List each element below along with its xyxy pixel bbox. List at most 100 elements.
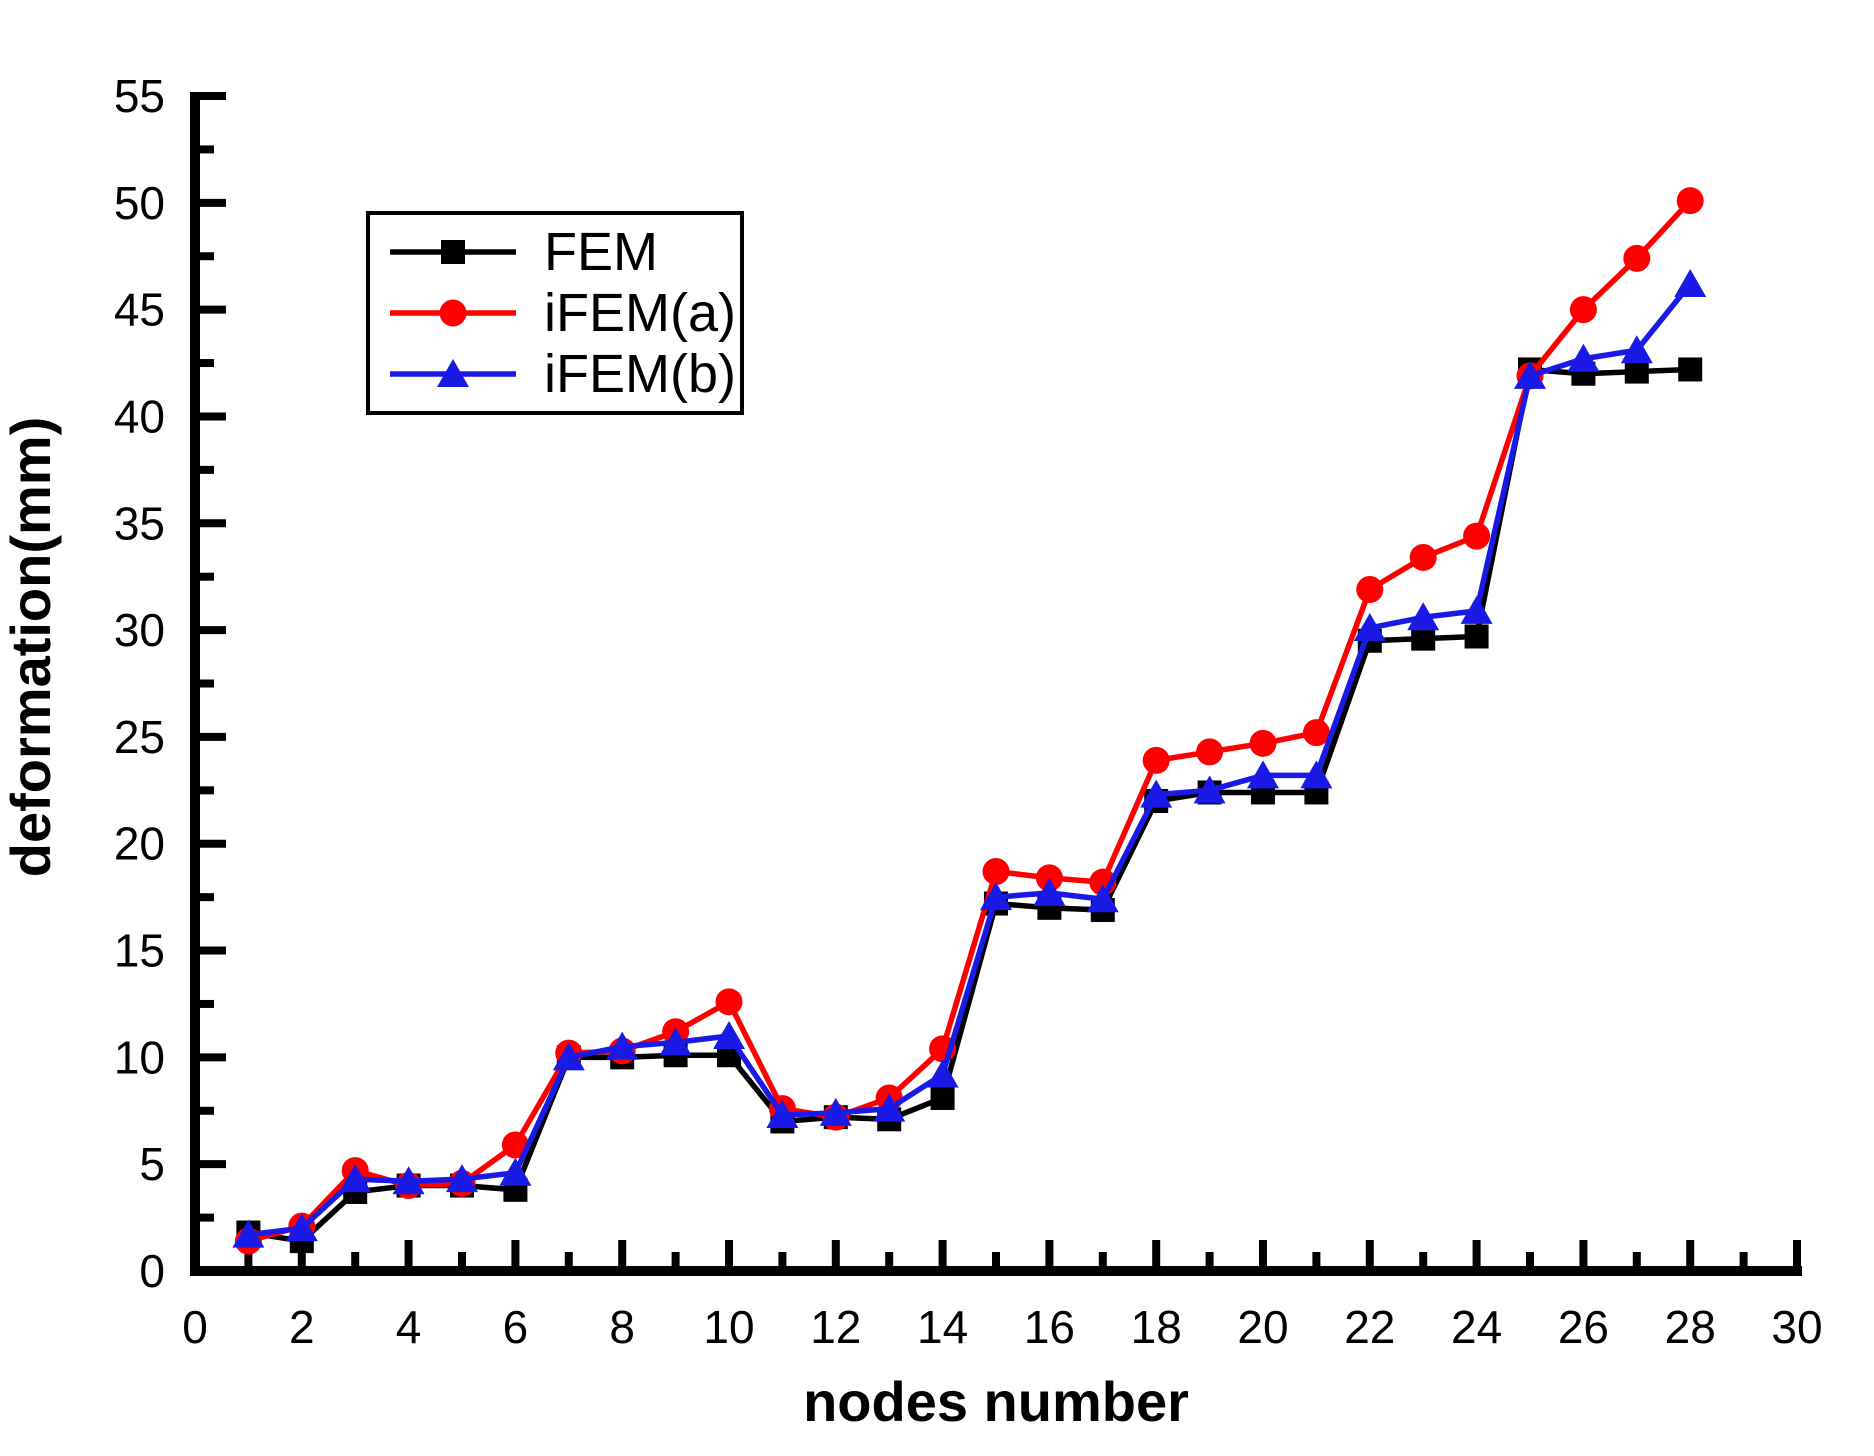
x-tick-label: 22 bbox=[1344, 1301, 1395, 1353]
series-ifem-b-marker bbox=[926, 1059, 959, 1088]
series-fem-marker bbox=[1624, 359, 1649, 384]
series-ifem-b-marker bbox=[713, 1021, 745, 1049]
series-ifem-b-marker bbox=[1460, 595, 1493, 624]
x-tick-label: 30 bbox=[1771, 1301, 1822, 1353]
y-tick-label: 10 bbox=[114, 1031, 165, 1083]
series-fem-marker bbox=[1464, 624, 1489, 649]
x-tick-label: 6 bbox=[503, 1301, 529, 1353]
series-ifem-b-marker bbox=[606, 1031, 639, 1060]
series-ifem-b-marker bbox=[1300, 760, 1333, 789]
series-ifem-b-marker bbox=[873, 1093, 906, 1122]
series-fem-marker bbox=[930, 1085, 955, 1110]
series-ifem-a-marker bbox=[1623, 244, 1651, 272]
series-ifem-a-marker bbox=[1302, 719, 1330, 747]
series-ifem-a-marker bbox=[1463, 522, 1491, 550]
series-fem bbox=[236, 357, 1703, 1254]
y-tick-label: 5 bbox=[139, 1138, 165, 1190]
axes bbox=[190, 92, 1802, 1276]
legend-box: FEM iFEM(a) iFEM(b) bbox=[366, 211, 744, 415]
ifem-a-line-marker-icon bbox=[390, 299, 516, 327]
x-tick-label: 20 bbox=[1237, 1301, 1288, 1353]
x-tick-label: 28 bbox=[1665, 1301, 1716, 1353]
series-ifem-a-marker bbox=[1409, 543, 1437, 571]
x-tick-label: 24 bbox=[1451, 1301, 1502, 1353]
y-tick-label: 30 bbox=[114, 604, 165, 656]
x-tick-label: 4 bbox=[396, 1301, 422, 1353]
series-ifem-b-marker bbox=[1033, 877, 1066, 906]
x-tick-label: 26 bbox=[1558, 1301, 1609, 1353]
series-ifem-a-marker bbox=[1249, 729, 1277, 757]
series-ifem-b-marker bbox=[392, 1166, 425, 1195]
series-ifem-b-line bbox=[248, 282, 1693, 1238]
series-fem-line bbox=[247, 366, 1691, 1244]
x-tick-label: 0 bbox=[182, 1301, 208, 1353]
y-tick-label: 50 bbox=[114, 177, 165, 229]
axis-ticks bbox=[200, 92, 1801, 1266]
series-ifem-a-marker bbox=[1142, 746, 1170, 774]
x-tick-label: 16 bbox=[1024, 1301, 1075, 1353]
series-ifem-b-marker bbox=[1247, 760, 1279, 789]
ifem-b-line-marker-icon bbox=[390, 359, 516, 388]
series-ifem-b-marker bbox=[1086, 884, 1119, 913]
series-ifem-a-marker bbox=[1356, 576, 1384, 603]
series-ifem-b-marker bbox=[819, 1097, 852, 1126]
y-tick-label: 20 bbox=[114, 818, 165, 870]
legend-label-ifem-b: iFEM(b) bbox=[544, 344, 736, 405]
series-ifem-a-marker bbox=[1569, 296, 1597, 324]
series-ifem-b-marker bbox=[339, 1164, 372, 1193]
series-ifem-b bbox=[232, 269, 1707, 1248]
x-tick-label: 10 bbox=[703, 1301, 754, 1353]
series-ifem-a-marker bbox=[715, 988, 743, 1016]
y-tick-label: 55 bbox=[114, 70, 165, 122]
series-ifem-b-marker bbox=[1407, 602, 1440, 631]
y-tick-label: 40 bbox=[114, 390, 165, 442]
series-ifem-b-marker bbox=[1567, 343, 1600, 372]
x-axis-title: nodes number bbox=[803, 1370, 1189, 1433]
x-tick-label: 14 bbox=[917, 1301, 968, 1353]
series-ifem-a-marker bbox=[1676, 187, 1704, 215]
legend-label-ifem-a: iFEM(a) bbox=[544, 282, 736, 343]
series-ifem-a-line bbox=[247, 198, 1693, 1244]
series-ifem-b-marker bbox=[232, 1219, 265, 1248]
series-ifem-a-marker bbox=[982, 858, 1010, 885]
legend-item-ifem-a: iFEM(a) bbox=[388, 286, 740, 340]
series-ifem-b-marker bbox=[980, 882, 1012, 911]
series-ifem-b-marker bbox=[499, 1157, 532, 1186]
y-tick-label: 0 bbox=[139, 1245, 165, 1297]
x-tick-label: 2 bbox=[289, 1301, 315, 1353]
legend-label-fem: FEM bbox=[544, 221, 658, 282]
series-fem-marker bbox=[1678, 357, 1703, 382]
y-tick-label: 35 bbox=[114, 497, 165, 549]
x-tick-label: 12 bbox=[810, 1301, 861, 1353]
series-ifem-b-marker bbox=[766, 1100, 799, 1129]
x-tick-label: 8 bbox=[609, 1301, 635, 1353]
y-tick-label: 15 bbox=[114, 925, 165, 977]
series-ifem-b-marker bbox=[446, 1164, 478, 1193]
legend-sample-marker bbox=[437, 359, 469, 388]
y-tick-label: 45 bbox=[114, 284, 165, 336]
fem-line-marker-icon bbox=[390, 239, 516, 264]
series-ifem-b-marker bbox=[1353, 612, 1386, 641]
series-fem-marker bbox=[1411, 626, 1436, 651]
legend-item-ifem-b: iFEM(b) bbox=[388, 347, 740, 401]
data-series bbox=[232, 187, 1707, 1255]
series-ifem-b-marker bbox=[552, 1042, 585, 1071]
series-ifem-b-marker bbox=[1674, 269, 1707, 297]
y-axis-title: deformation(mm) bbox=[0, 417, 62, 877]
series-ifem-b-marker bbox=[1514, 360, 1546, 389]
series-ifem-b-marker bbox=[285, 1213, 318, 1242]
series-ifem-a-marker bbox=[1196, 738, 1224, 766]
legend-sample-marker bbox=[441, 239, 465, 264]
y-tick-label: 25 bbox=[114, 711, 165, 763]
series-ifem-b-marker bbox=[1193, 775, 1226, 804]
x-tick-label: 18 bbox=[1131, 1301, 1182, 1353]
series-ifem-b-marker bbox=[1620, 335, 1653, 364]
axis-tick-labels: 0 2 4 6 8 10 12 14 16 18 20 22 24 26 28 300510152025303… bbox=[114, 70, 1823, 1353]
axis-lines bbox=[190, 92, 1802, 1276]
series-ifem-b-marker bbox=[1140, 779, 1173, 808]
series-ifem-b-marker bbox=[659, 1027, 692, 1056]
legend-sample-marker bbox=[439, 299, 467, 327]
legend-item-fem: FEM bbox=[388, 225, 740, 279]
